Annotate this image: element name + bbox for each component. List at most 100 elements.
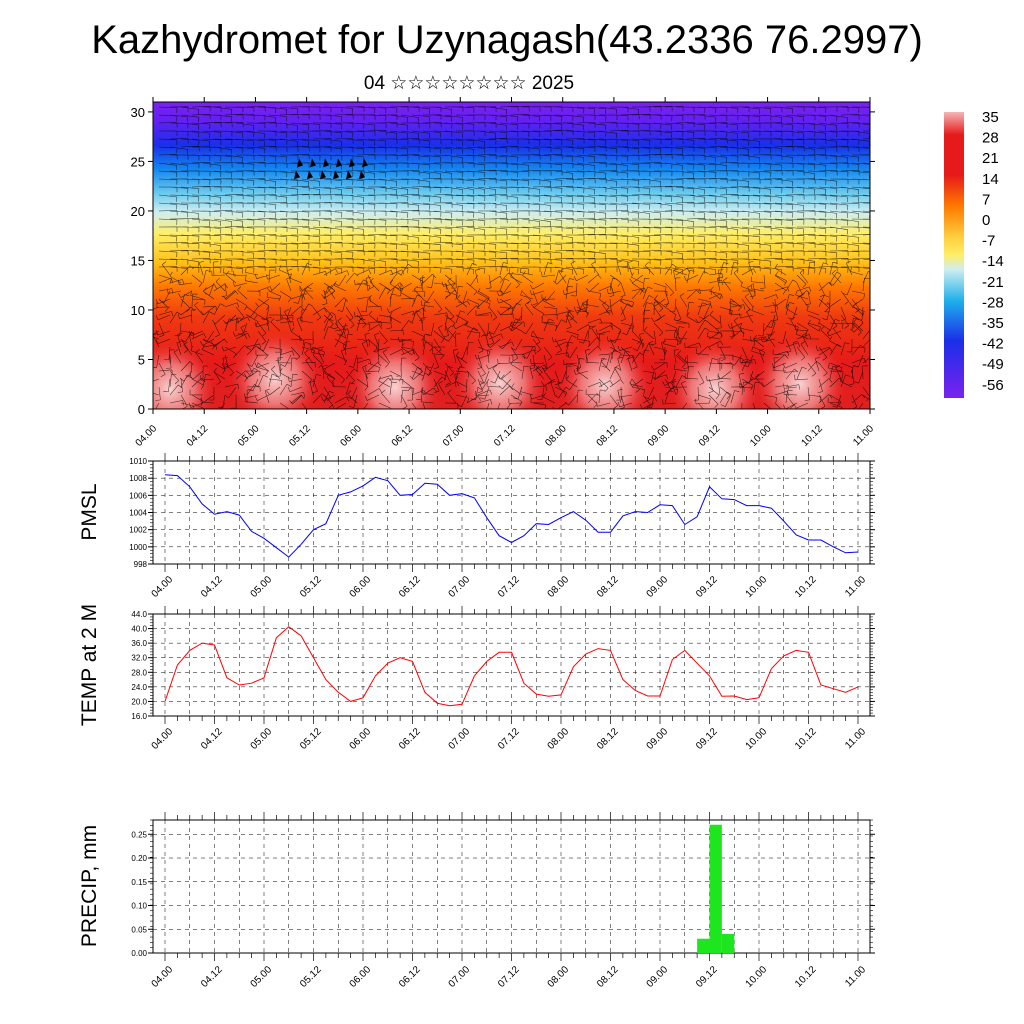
x-tick-label: 06.00 bbox=[348, 964, 374, 990]
x-tick-label: 06.12 bbox=[397, 574, 423, 600]
colorbar-label: 21 bbox=[982, 150, 999, 167]
x-tick-label: 08.12 bbox=[595, 726, 621, 752]
x-tick-label: 07.00 bbox=[447, 964, 473, 990]
x-tick-label: 05.12 bbox=[298, 726, 324, 752]
y-tick-label: 1010 bbox=[129, 457, 147, 466]
x-tick-label: 04.00 bbox=[150, 964, 176, 990]
colorbar-label: -35 bbox=[982, 315, 1004, 332]
x-tick-label: 07.00 bbox=[447, 726, 473, 752]
x-tick-label: 04.00 bbox=[134, 423, 160, 449]
colorbar-label: -7 bbox=[982, 233, 995, 250]
wind-pennant bbox=[320, 170, 326, 180]
y-tick-label: 5 bbox=[138, 352, 145, 367]
wind-barb-lines bbox=[153, 105, 870, 409]
y-tick-label: 10 bbox=[131, 303, 145, 318]
x-tick-label: 11.00 bbox=[843, 726, 868, 751]
x-tick-label: 09.00 bbox=[646, 423, 672, 449]
colorbar-gradient bbox=[944, 112, 964, 398]
y-tick-label: 1002 bbox=[129, 526, 147, 535]
x-tick-label: 08.00 bbox=[546, 726, 572, 752]
wind-pennant bbox=[294, 170, 300, 180]
y-tick-label: 15 bbox=[131, 253, 145, 268]
colorbar-label: 35 bbox=[982, 109, 999, 126]
x-tick-label: 04.00 bbox=[150, 726, 176, 752]
y-tick-label: 0.05 bbox=[131, 925, 147, 934]
colorbar-label: -14 bbox=[982, 253, 1004, 270]
x-tick-label: 06.00 bbox=[348, 726, 374, 752]
y-tick-label: 32.0 bbox=[131, 654, 147, 663]
y-tick-label: 1008 bbox=[129, 474, 147, 483]
x-tick-label: 09.12 bbox=[694, 726, 720, 752]
x-tick-label: 10.12 bbox=[793, 964, 819, 990]
x-tick-label: 05.00 bbox=[249, 964, 275, 990]
colorbar-label: -49 bbox=[982, 356, 1004, 373]
x-tick-label: 10.00 bbox=[744, 964, 770, 990]
y-tick-label: 24.0 bbox=[131, 683, 147, 692]
wind-pennant bbox=[310, 158, 316, 168]
y-tick-label: 25 bbox=[131, 154, 145, 169]
x-tick-label: 10.00 bbox=[748, 423, 774, 449]
y-tick-label: 44.0 bbox=[131, 610, 147, 619]
precip-bar bbox=[721, 934, 735, 953]
wind-barbs bbox=[153, 105, 870, 409]
colorbar-label: -56 bbox=[982, 377, 1004, 394]
x-tick-label: 04.00 bbox=[150, 574, 176, 600]
colorbar-legend: 35 28 21 14 7 0 -7 -14 -21 -28 -35 -42 -49 -56 bbox=[944, 109, 1004, 398]
wind-pennant bbox=[336, 158, 342, 168]
y-axis-label: PRECIP, mm bbox=[78, 825, 101, 947]
x-tick-label: 04.12 bbox=[199, 574, 225, 600]
x-tick-label: 09.12 bbox=[694, 574, 720, 600]
wind-pennant bbox=[307, 170, 313, 180]
y-tick-label: 20 bbox=[131, 204, 145, 219]
x-tick-label: 06.12 bbox=[397, 964, 423, 990]
wind-pennant bbox=[359, 170, 365, 180]
x-tick-label: 07.12 bbox=[496, 574, 522, 600]
x-tick-label: 10.12 bbox=[793, 726, 819, 752]
x-tick-label: 07.00 bbox=[447, 574, 473, 600]
y-tick-label: 16.0 bbox=[131, 712, 147, 721]
warm-core bbox=[153, 339, 218, 409]
x-tick-label: 08.00 bbox=[543, 423, 569, 449]
x-tick-label: 05.00 bbox=[249, 574, 275, 600]
wind-pennant bbox=[362, 158, 368, 168]
y-tick-label: 0.25 bbox=[131, 830, 147, 839]
y-tick-label: 0.00 bbox=[131, 949, 147, 958]
x-tick-label: 10.12 bbox=[799, 423, 825, 449]
wind-pennant bbox=[297, 158, 303, 168]
x-tick-label: 05.12 bbox=[287, 423, 313, 449]
x-tick-label: 09.12 bbox=[697, 423, 723, 449]
x-tick-label: 10.00 bbox=[744, 726, 770, 752]
precip-bar bbox=[709, 824, 722, 953]
wind-pennant bbox=[333, 170, 339, 180]
colorbar-label: 14 bbox=[982, 171, 999, 188]
temperature-panel: 16.0 20.0 24.0 28.0 32.0 36.0 40.0 44.0 04.00 04.… bbox=[78, 604, 875, 752]
x-tick-label: 08.12 bbox=[595, 423, 621, 449]
x-tick-label: 07.00 bbox=[441, 423, 467, 449]
chart-date-subtitle: 04 ☆☆☆☆☆☆☆☆ 2025 bbox=[363, 73, 575, 94]
y-tick-label: 36.0 bbox=[131, 639, 147, 648]
y-tick-label: 0.20 bbox=[131, 854, 147, 863]
x-tick-label: 06.12 bbox=[397, 726, 423, 752]
x-tick-label: 07.12 bbox=[492, 423, 518, 449]
colorbar-label: -28 bbox=[982, 294, 1004, 311]
y-tick-label: 40.0 bbox=[131, 625, 147, 634]
y-tick-label: 0.15 bbox=[131, 878, 147, 887]
x-tick-label: 08.12 bbox=[595, 574, 621, 600]
y-tick-label: 0.10 bbox=[131, 902, 147, 911]
y-tick-label: 20.0 bbox=[131, 697, 147, 706]
x-tick-label: 04.12 bbox=[185, 423, 211, 449]
x-tick-label: 09.00 bbox=[645, 726, 671, 752]
x-tick-label: 09.12 bbox=[694, 964, 720, 990]
x-tick-label: 11.00 bbox=[843, 964, 868, 989]
precipitation-panel: 0.00 0.05 0.10 0.15 0.20 0.25 04.00 04.12 05.00 0… bbox=[78, 812, 875, 990]
wind-pennant bbox=[349, 158, 355, 168]
x-tick-label: 05.00 bbox=[236, 423, 262, 449]
x-tick-label: 06.12 bbox=[390, 423, 416, 449]
colorbar-label: 7 bbox=[982, 191, 990, 208]
x-tick-label: 07.12 bbox=[496, 964, 522, 990]
y-tick-label: 28.0 bbox=[131, 668, 147, 677]
wind-pennant bbox=[346, 170, 352, 180]
x-tick-label: 08.00 bbox=[546, 574, 572, 600]
x-tick-label: 08.00 bbox=[546, 964, 572, 990]
colorbar-label: -42 bbox=[982, 336, 1004, 353]
